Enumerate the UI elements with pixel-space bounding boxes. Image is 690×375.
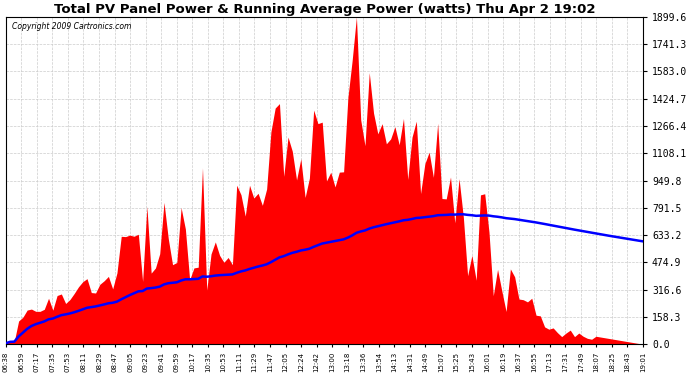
Title: Total PV Panel Power & Running Average Power (watts) Thu Apr 2 19:02: Total PV Panel Power & Running Average P… — [54, 3, 595, 16]
Text: Copyright 2009 Cartronics.com: Copyright 2009 Cartronics.com — [12, 22, 132, 31]
